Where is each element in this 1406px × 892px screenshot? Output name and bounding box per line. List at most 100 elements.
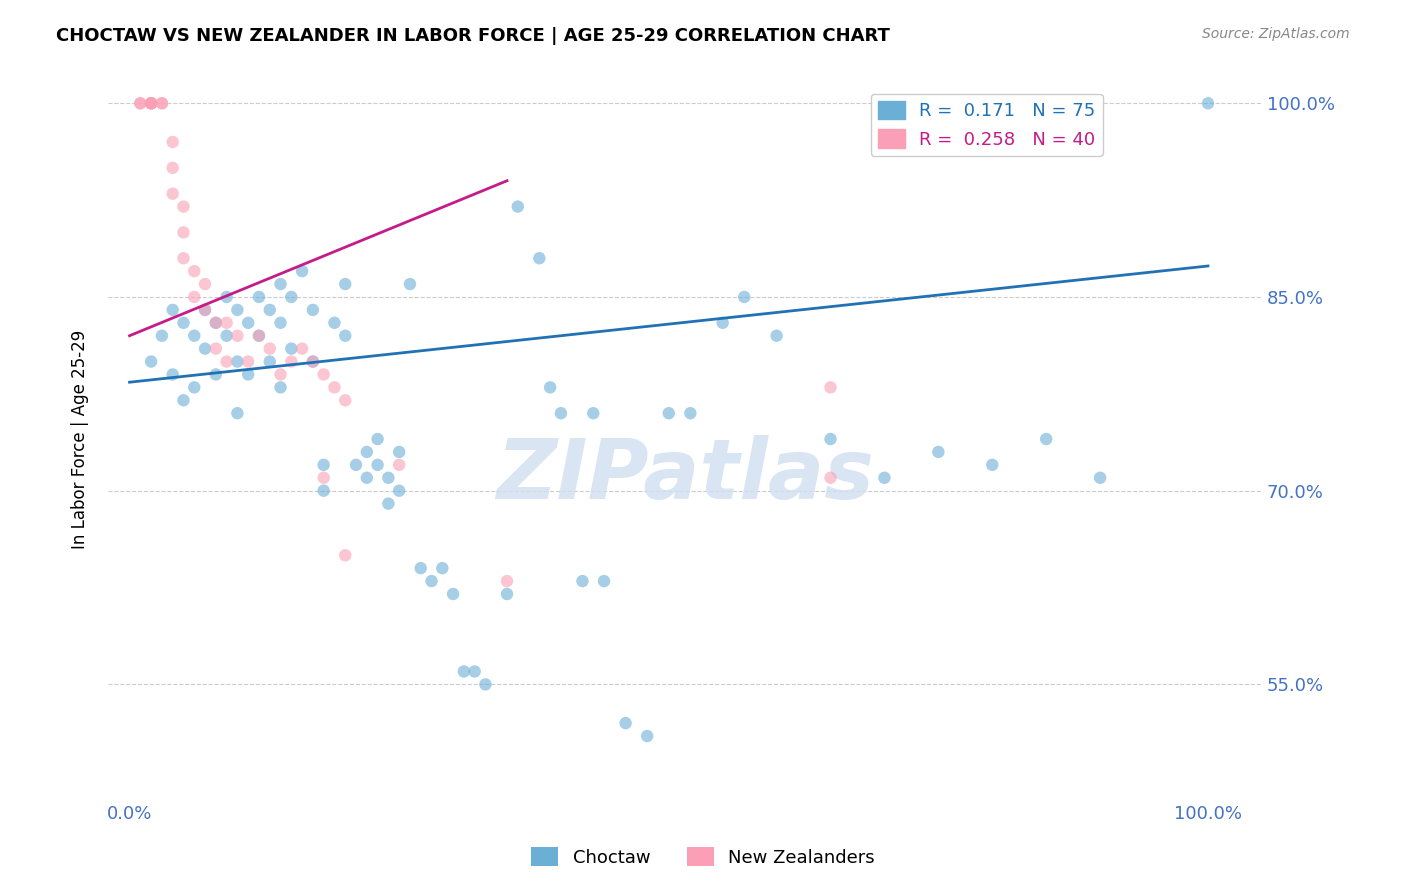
Point xyxy=(162,302,184,317)
Point xyxy=(356,445,378,459)
Point xyxy=(356,471,378,485)
Point xyxy=(323,380,346,394)
Point xyxy=(226,302,249,317)
Point xyxy=(162,135,184,149)
Point xyxy=(399,277,422,291)
Point xyxy=(139,96,162,111)
Point xyxy=(679,406,702,420)
Point xyxy=(335,393,357,408)
Point xyxy=(582,406,605,420)
Point xyxy=(323,316,346,330)
Point xyxy=(139,96,162,111)
Point xyxy=(247,328,270,343)
Point xyxy=(162,368,184,382)
Point xyxy=(420,574,443,588)
Point xyxy=(194,302,217,317)
Point xyxy=(291,264,314,278)
Point xyxy=(302,302,325,317)
Point xyxy=(367,432,389,446)
Legend: Choctaw, New Zealanders: Choctaw, New Zealanders xyxy=(524,840,882,874)
Y-axis label: In Labor Force | Age 25-29: In Labor Force | Age 25-29 xyxy=(72,329,89,549)
Point xyxy=(1088,471,1111,485)
Point xyxy=(215,316,238,330)
Point xyxy=(496,587,519,601)
Point xyxy=(550,406,572,420)
Point xyxy=(150,96,173,111)
Point xyxy=(280,290,302,304)
Point xyxy=(335,328,357,343)
Text: Source: ZipAtlas.com: Source: ZipAtlas.com xyxy=(1202,27,1350,41)
Point xyxy=(139,96,162,111)
Point xyxy=(139,354,162,368)
Point xyxy=(259,302,281,317)
Point xyxy=(367,458,389,472)
Point xyxy=(194,277,217,291)
Point xyxy=(873,471,896,485)
Point xyxy=(981,458,1004,472)
Point xyxy=(377,497,399,511)
Point xyxy=(247,290,270,304)
Point xyxy=(636,729,658,743)
Point xyxy=(506,200,529,214)
Point xyxy=(194,342,217,356)
Point xyxy=(226,354,249,368)
Point xyxy=(312,471,335,485)
Point xyxy=(247,328,270,343)
Point xyxy=(765,328,787,343)
Point xyxy=(571,574,593,588)
Point xyxy=(453,665,475,679)
Point xyxy=(280,342,302,356)
Point xyxy=(162,186,184,201)
Point xyxy=(129,96,152,111)
Text: CHOCTAW VS NEW ZEALANDER IN LABOR FORCE | AGE 25-29 CORRELATION CHART: CHOCTAW VS NEW ZEALANDER IN LABOR FORCE … xyxy=(56,27,890,45)
Point xyxy=(270,368,292,382)
Point xyxy=(312,483,335,498)
Point xyxy=(388,458,411,472)
Point xyxy=(312,458,335,472)
Point xyxy=(226,328,249,343)
Point xyxy=(496,574,519,588)
Point xyxy=(162,161,184,175)
Point xyxy=(205,342,228,356)
Point xyxy=(129,96,152,111)
Point xyxy=(172,393,194,408)
Point xyxy=(270,277,292,291)
Point xyxy=(335,548,357,562)
Point xyxy=(388,483,411,498)
Point xyxy=(593,574,616,588)
Point xyxy=(474,677,496,691)
Point xyxy=(927,445,949,459)
Point xyxy=(270,380,292,394)
Point xyxy=(183,264,205,278)
Point xyxy=(302,354,325,368)
Point xyxy=(464,665,486,679)
Point xyxy=(538,380,561,394)
Point xyxy=(183,380,205,394)
Point xyxy=(259,354,281,368)
Point xyxy=(183,328,205,343)
Point xyxy=(711,316,734,330)
Point xyxy=(259,342,281,356)
Point xyxy=(238,368,260,382)
Point xyxy=(172,252,194,266)
Point xyxy=(226,406,249,420)
Point xyxy=(280,354,302,368)
Point xyxy=(658,406,681,420)
Point xyxy=(172,200,194,214)
Point xyxy=(1035,432,1057,446)
Point xyxy=(529,252,551,266)
Point xyxy=(270,316,292,330)
Point xyxy=(302,354,325,368)
Point xyxy=(238,354,260,368)
Text: ZIPatlas: ZIPatlas xyxy=(496,434,875,516)
Point xyxy=(172,316,194,330)
Point xyxy=(820,471,842,485)
Point xyxy=(215,354,238,368)
Point xyxy=(172,226,194,240)
Point xyxy=(335,277,357,291)
Point xyxy=(377,471,399,485)
Point xyxy=(183,290,205,304)
Point xyxy=(1197,96,1219,111)
Point xyxy=(139,96,162,111)
Point xyxy=(432,561,454,575)
